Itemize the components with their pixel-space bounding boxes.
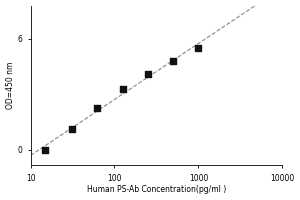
Point <box>43 148 48 152</box>
X-axis label: Human PS-Ab Concentration(pg/ml ): Human PS-Ab Concentration(pg/ml ) <box>87 185 226 194</box>
Point <box>120 87 125 90</box>
Point <box>196 47 201 50</box>
Point <box>95 107 100 110</box>
Point <box>171 60 176 63</box>
Point <box>70 127 74 131</box>
Point <box>146 72 150 76</box>
Y-axis label: OD=450 nm: OD=450 nm <box>6 62 15 109</box>
